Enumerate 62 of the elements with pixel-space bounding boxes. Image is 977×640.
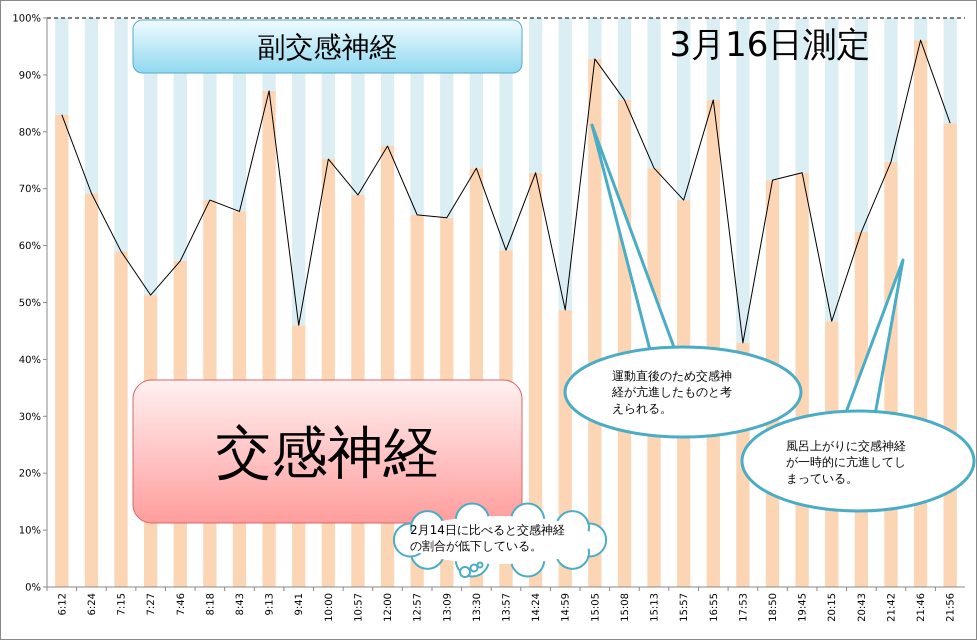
annotation: 2月14日に比べると交感神経の割合が低下している。 [410, 523, 565, 554]
y-tick-label: 40% [18, 354, 41, 366]
bar [558, 18, 572, 310]
x-tick-label: 9:13 [264, 593, 276, 616]
x-tick-label: 20:15 [827, 593, 838, 622]
x-tick-label: 21:42 [886, 593, 898, 622]
bar [114, 18, 128, 252]
bar [618, 18, 632, 100]
bar [55, 114, 68, 587]
x-tick-label: 8:43 [234, 593, 246, 616]
x-tick-label: 15:57 [679, 593, 690, 622]
x-tick-label: 16:55 [708, 593, 720, 622]
x-tick-label: 7:46 [176, 593, 187, 616]
x-tick-label: 7:15 [116, 593, 128, 616]
bar [588, 18, 602, 59]
bar [84, 193, 98, 587]
bar [55, 18, 68, 115]
series-label: 交感神経 [216, 420, 440, 486]
y-tick-label: 0% [25, 582, 41, 594]
bar [647, 18, 661, 168]
y-tick-label: 70% [18, 184, 41, 196]
annotation: 運動直後のため交感神経が亢進したものと考えられる。 [611, 369, 732, 416]
x-tick-label: 6:24 [86, 593, 98, 616]
x-tick-label: 21:56 [946, 593, 957, 622]
y-tick-label: 20% [18, 468, 41, 480]
y-tick-label: 80% [18, 127, 41, 138]
chart-title: 3月16日測定 [670, 25, 870, 65]
x-tick-label: 15:13 [650, 593, 661, 622]
x-tick-label: 20:43 [856, 593, 868, 622]
bar [944, 18, 957, 124]
x-tick-label: 12:57 [412, 593, 424, 622]
bar [914, 18, 928, 40]
bar [114, 251, 128, 587]
x-tick-label: 14:24 [531, 593, 542, 622]
x-tick-label: 8:18 [205, 593, 216, 616]
x-tick-label: 13:57 [502, 593, 512, 622]
x-tick-label: 21:46 [916, 593, 928, 622]
y-tick-label: 100% [12, 14, 41, 24]
series-label: 副交感神経 [258, 30, 398, 64]
x-tick-label: 17:53 [738, 593, 750, 622]
x-tick-label: 6:12 [57, 593, 68, 616]
x-tick-label: 14:59 [560, 593, 572, 622]
x-tick-label: 15:05 [590, 593, 602, 622]
y-tick-label: 30% [18, 412, 41, 423]
x-tick-label: 18:50 [768, 593, 780, 622]
bar [884, 18, 898, 162]
x-tick-label: 10:57 [353, 593, 364, 622]
bar [528, 18, 542, 173]
x-tick-label: 10:00 [324, 593, 335, 622]
x-tick-label: 13:09 [442, 593, 454, 622]
y-tick-label: 10% [18, 526, 41, 537]
x-tick-label: 9:41 [294, 593, 306, 616]
y-tick-label: 60% [18, 241, 41, 252]
x-tick-label: 15:08 [620, 593, 631, 622]
x-tick-label: 7:27 [146, 593, 158, 616]
x-tick-label: 12:00 [383, 593, 394, 622]
annotation: 風呂上がりに交感神経が一時的に亢進してしまっている。 [786, 439, 906, 486]
x-tick-label: 19:45 [798, 593, 809, 622]
x-tick-label: 13:30 [472, 593, 483, 622]
y-tick-label: 90% [18, 70, 41, 82]
bar [84, 18, 98, 194]
y-tick-label: 50% [18, 298, 41, 309]
